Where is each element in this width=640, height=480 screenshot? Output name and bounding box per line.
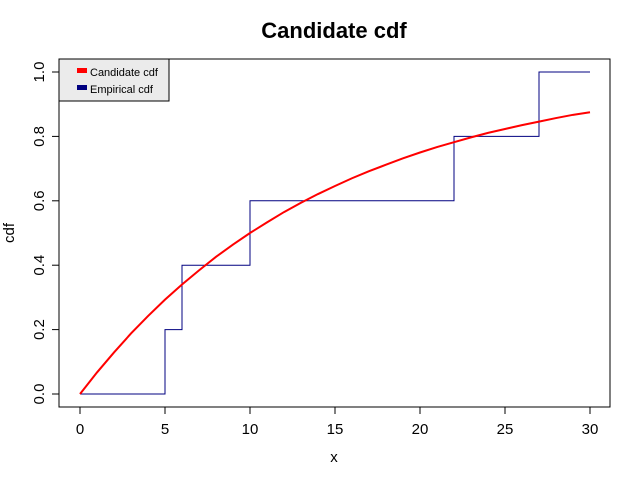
x-tick-label: 15 bbox=[327, 421, 344, 438]
plot-area-border bbox=[58, 58, 611, 408]
y-tick-label: 0.6 bbox=[31, 190, 48, 211]
legend: Candidate cdf Empirical cdf bbox=[58, 58, 170, 102]
y-tick-label: 1.0 bbox=[31, 62, 48, 83]
legend-swatch-candidate bbox=[77, 68, 87, 73]
series-candidate-cdf-line bbox=[79, 111, 591, 395]
y-tick-label: 0.2 bbox=[31, 319, 48, 340]
x-tick-label: 20 bbox=[412, 421, 429, 438]
x-tick-label: 5 bbox=[161, 421, 169, 438]
y-axis: 0.0 0.2 0.4 0.6 0.8 1.0 bbox=[31, 62, 60, 405]
legend-swatch-empirical bbox=[77, 85, 87, 90]
x-tick-label: 0 bbox=[76, 421, 84, 438]
y-axis-label: cdf bbox=[1, 222, 18, 243]
legend-label-candidate: Candidate cdf bbox=[90, 67, 159, 79]
x-tick-label: 30 bbox=[582, 421, 599, 438]
x-tick-label: 10 bbox=[242, 421, 259, 438]
x-axis-label: x bbox=[330, 449, 338, 466]
series-layer bbox=[79, 71, 591, 395]
x-axis: 0 5 10 15 20 25 30 bbox=[76, 406, 599, 438]
y-tick-label: 0.4 bbox=[31, 255, 48, 276]
series-empirical-cdf-line bbox=[80, 71, 590, 395]
y-tick-label: 0.0 bbox=[31, 384, 48, 405]
x-tick-label: 25 bbox=[497, 421, 514, 438]
legend-box bbox=[58, 58, 170, 102]
y-tick-label: 0.8 bbox=[31, 126, 48, 147]
chart-title: Candidate cdf bbox=[261, 18, 407, 43]
legend-label-empirical: Empirical cdf bbox=[90, 84, 154, 96]
